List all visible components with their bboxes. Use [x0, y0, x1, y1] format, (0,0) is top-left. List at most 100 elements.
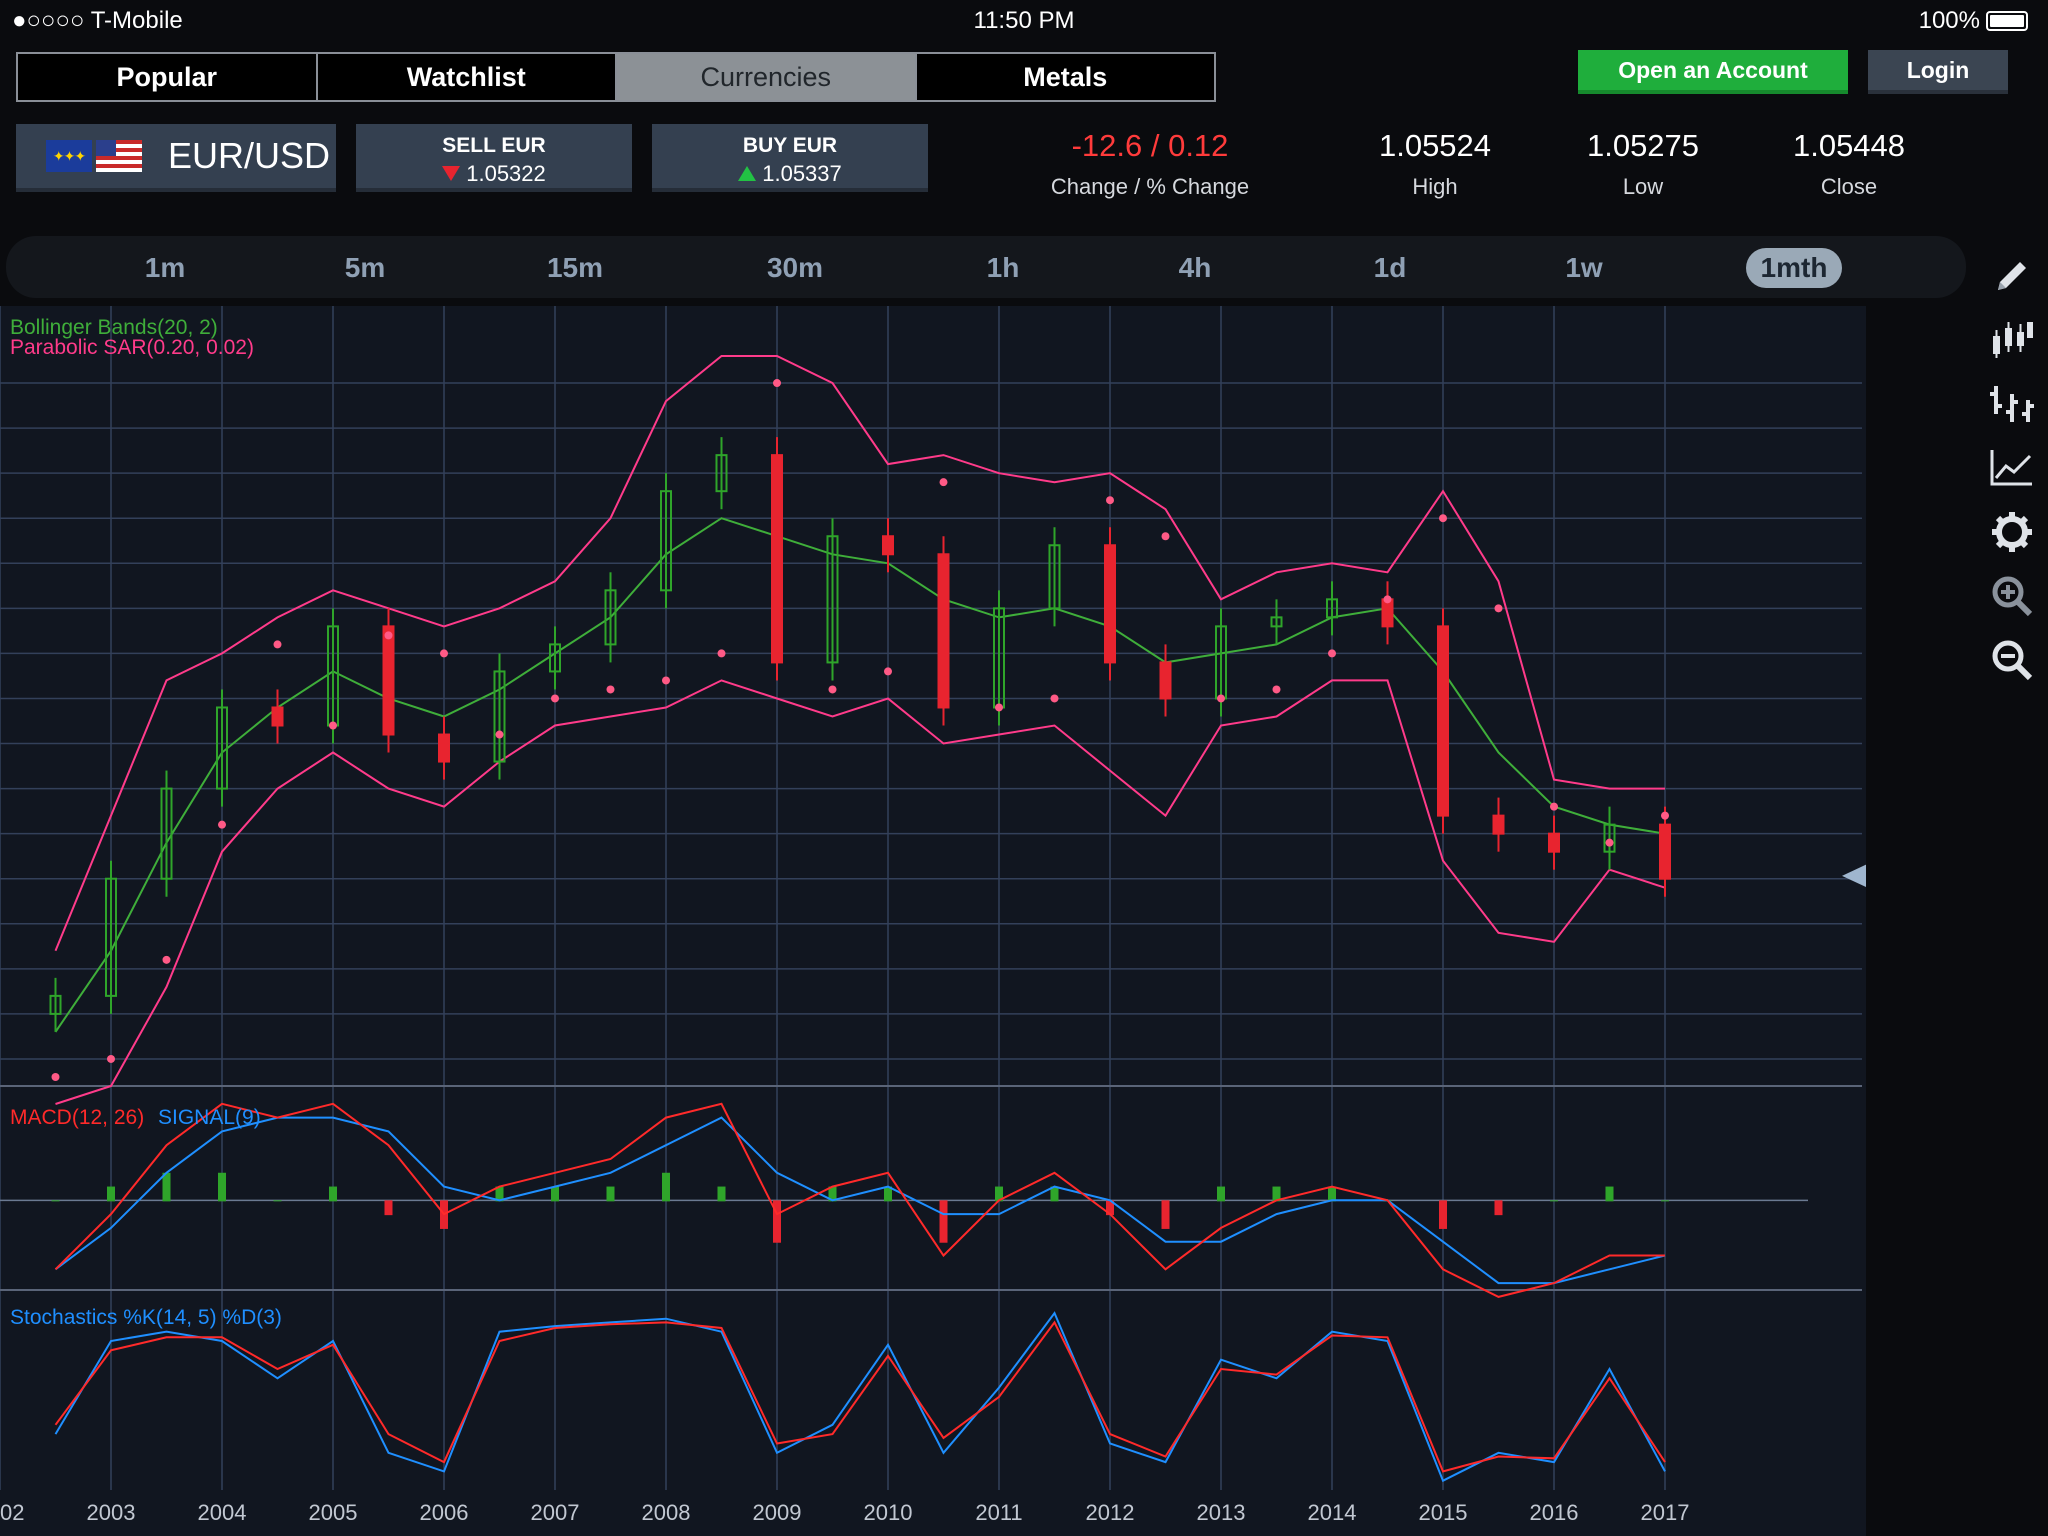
- high-label: High: [1412, 174, 1458, 199]
- high-value: 1.05524: [1378, 128, 1492, 163]
- candle-body: [771, 454, 783, 664]
- timeframe-5m[interactable]: 5m: [344, 252, 386, 283]
- timeframe-4h[interactable]: 4h: [1178, 252, 1212, 283]
- candle-body: [271, 706, 284, 727]
- tab-metals[interactable]: Metals: [916, 54, 1214, 100]
- buy-button[interactable]: BUY EUR 1.05337: [652, 124, 928, 192]
- sar-dot: [51, 1072, 60, 1081]
- line-chart-icon[interactable]: [1976, 436, 2048, 500]
- macd-histogram-bar: [218, 1172, 226, 1202]
- signal-legend: SIGNAL(9): [158, 1106, 261, 1129]
- timeframe-30m[interactable]: 30m: [766, 252, 824, 283]
- macd-histogram-bar: [551, 1186, 559, 1202]
- low-label: Low: [1622, 174, 1664, 199]
- candle-body: [493, 670, 506, 763]
- close-stat: 1.05448 Close: [1744, 128, 1954, 200]
- gear-icon[interactable]: [1976, 500, 2048, 564]
- timeframe-1h[interactable]: 1h: [986, 252, 1020, 283]
- sar-dot: [495, 730, 504, 739]
- zoom-out-icon[interactable]: [1976, 628, 2048, 692]
- up-arrow-icon: [738, 166, 757, 181]
- sar-dot: [1050, 694, 1059, 703]
- timeframe-1w[interactable]: 1w: [1565, 252, 1603, 283]
- pencil-icon[interactable]: [1976, 244, 2048, 308]
- sar-dot: [162, 955, 171, 964]
- timeframe-1m[interactable]: 1m: [144, 252, 186, 283]
- tab-currencies[interactable]: Currencies: [617, 54, 917, 100]
- bollinger-legend: Bollinger Bands(20, 2): [10, 316, 218, 339]
- candle-body: [1548, 832, 1560, 853]
- sell-label: SELL EUR: [442, 134, 546, 157]
- timeframe-15m[interactable]: 15m: [546, 252, 604, 283]
- sar-dot: [995, 703, 1003, 712]
- sar-dot: [828, 685, 837, 694]
- high-stat: 1.05524 High: [1330, 128, 1540, 200]
- x-tick-label: 2015: [1419, 1500, 1468, 1525]
- sar-dot: [606, 685, 615, 694]
- tab-popular[interactable]: Popular: [18, 54, 318, 100]
- sar-legend: Parabolic SAR(0.20, 0.02): [10, 336, 254, 359]
- macd-histogram-bar: [995, 1186, 1003, 1202]
- macd-histogram-bar: [1328, 1186, 1336, 1202]
- tab-watchlist[interactable]: Watchlist: [317, 54, 617, 100]
- x-tick-label: 2005: [309, 1500, 358, 1525]
- timeframe-1d[interactable]: 1d: [1373, 252, 1407, 283]
- candle-body: [549, 643, 561, 673]
- x-tick-label: 2017: [1641, 1500, 1690, 1525]
- timeframe-1mth[interactable]: 1mth: [1746, 248, 1842, 288]
- sell-button[interactable]: SELL EUR 1.05322: [356, 124, 632, 192]
- sar-dot: [662, 676, 670, 685]
- buy-price: 1.05337: [762, 161, 842, 186]
- macd-histogram-bar: [1494, 1200, 1503, 1216]
- sar-dot: [939, 478, 948, 487]
- stochastic-legend: Stochastics %K(14, 5) %D(3): [10, 1306, 282, 1329]
- change-stat: -12.6 / 0.12 Change / % Change: [1030, 128, 1270, 200]
- chart-background: [0, 306, 1866, 1536]
- candle-body: [1437, 625, 1449, 817]
- candle-body: [105, 877, 117, 997]
- sar-dot: [1494, 604, 1503, 613]
- market-tabs: Popular Watchlist Currencies Metals: [16, 52, 1216, 102]
- sar-dot: [1106, 496, 1114, 505]
- open-account-button[interactable]: Open an Account: [1578, 50, 1848, 94]
- candle-body: [1326, 598, 1338, 619]
- sar-dot: [551, 694, 559, 703]
- instrument-selector[interactable]: ✦✦✦ EUR/USD: [16, 124, 336, 192]
- macd-histogram-bar: [662, 1172, 670, 1202]
- candle-body: [1492, 814, 1505, 835]
- x-tick-label: 02: [0, 1500, 24, 1525]
- macd-histogram-bar: [1217, 1186, 1225, 1202]
- sell-price: 1.05322: [466, 161, 546, 186]
- bar-chart-icon[interactable]: [1976, 372, 2048, 436]
- macd-histogram-bar: [1272, 1186, 1281, 1202]
- sar-dot: [440, 649, 448, 658]
- price-chart[interactable]: 02 2003 2004 2005 2006 2007 2008 2009 2010 2011 20…: [0, 306, 1866, 1536]
- bollinger-upper-line: [54, 355, 1665, 952]
- x-tick-label: 2004: [198, 1500, 247, 1525]
- macd-histogram-bar: [495, 1186, 504, 1202]
- low-value: 1.05275: [1586, 128, 1700, 163]
- x-tick-label: 2010: [864, 1500, 913, 1525]
- instrument-name: EUR/USD: [168, 135, 331, 176]
- chart-tools: [1976, 244, 2048, 692]
- macd-histogram-bar: [1605, 1186, 1614, 1202]
- login-button[interactable]: Login: [1868, 50, 2008, 94]
- macd-histogram-bar: [1661, 1200, 1669, 1202]
- bollinger-mid-line: [54, 517, 1666, 1033]
- candlestick-icon[interactable]: [1976, 308, 2048, 372]
- current-price-pointer: [1842, 864, 1866, 888]
- candle-body: [1159, 661, 1172, 700]
- x-tick-label: 2007: [531, 1500, 580, 1525]
- candle-body: [660, 490, 672, 592]
- x-tick-label: 2009: [753, 1500, 802, 1525]
- macd-histogram-bar: [273, 1200, 282, 1202]
- macd-histogram-bar: [162, 1172, 171, 1202]
- change-value: -12.6 / 0.12: [1071, 128, 1229, 163]
- battery-indicator: 100%: [1919, 7, 2028, 35]
- clock: 11:50 PM: [973, 7, 1075, 34]
- x-tick-label: 2008: [642, 1500, 691, 1525]
- candle-body: [715, 454, 728, 493]
- zoom-in-icon[interactable]: [1976, 564, 2048, 628]
- bollinger-lower-line: [55, 679, 1666, 1105]
- macd-histogram-bar: [384, 1200, 393, 1216]
